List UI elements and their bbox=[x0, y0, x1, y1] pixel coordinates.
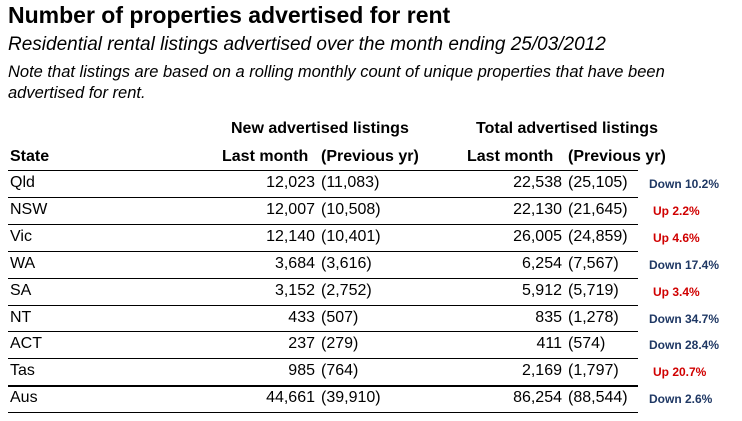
total-last-month-cell: 22,538 bbox=[513, 174, 562, 191]
new-previous-year-cell: (3,616) bbox=[321, 254, 372, 272]
change-badge: Down 2.6% bbox=[649, 392, 713, 407]
change-badge: Down 28.4% bbox=[649, 338, 720, 353]
total-previous-year-cell: (574) bbox=[568, 335, 606, 353]
total-previous-year-cell: (7,567) bbox=[568, 254, 619, 272]
new-previous-year-cell: (507) bbox=[321, 308, 359, 326]
change-badge: Up 20.7% bbox=[653, 365, 707, 380]
total-previous-year-cell: (25,105) bbox=[568, 174, 628, 191]
total-previous-year-cell: (88,544) bbox=[568, 389, 628, 407]
table-row: NSW 12,007 (10,508) 22,130 (21,645) Up 2.2% bbox=[0, 197, 742, 223]
row-divider bbox=[8, 250, 638, 252]
change-badge: Up 2.2% bbox=[653, 203, 700, 218]
total-previous-year-cell: (24,859) bbox=[568, 227, 628, 245]
state-cell: SA bbox=[10, 281, 32, 299]
state-cell: Tas bbox=[10, 362, 35, 380]
row-divider bbox=[8, 170, 638, 171]
total-last-month-cell: 835 bbox=[535, 308, 562, 326]
row-divider bbox=[8, 304, 638, 306]
new-previous-year-cell: (279) bbox=[321, 335, 359, 353]
total-previous-year-cell: (1,797) bbox=[568, 362, 619, 380]
state-cell: ACT bbox=[10, 335, 42, 353]
new-last-month-cell: 237 bbox=[288, 335, 315, 353]
row-divider bbox=[8, 277, 638, 279]
header-state: State bbox=[10, 148, 50, 165]
state-cell: Qld bbox=[10, 174, 35, 191]
new-last-month-cell: 12,140 bbox=[266, 227, 315, 245]
page-title: Number of properties advertised for rent bbox=[8, 2, 451, 28]
total-last-month-cell: 411 bbox=[536, 335, 562, 353]
state-cell: WA bbox=[10, 254, 36, 272]
row-divider bbox=[8, 331, 638, 333]
new-previous-year-cell: (2,752) bbox=[321, 281, 372, 299]
new-last-month-cell: 44,661 bbox=[266, 389, 315, 407]
table-row: Aus 44,661 (39,910) 86,254 (88,544) Down 2.6% bbox=[0, 385, 742, 411]
total-last-month-cell: 5,912 bbox=[521, 281, 562, 299]
row-divider bbox=[8, 385, 638, 388]
header-new-prev: (Previous yr) bbox=[321, 148, 419, 165]
state-cell: Vic bbox=[10, 227, 32, 245]
total-previous-year-cell: (1,278) bbox=[568, 308, 619, 326]
page-subtitle: Residential rental listings advertised o… bbox=[8, 34, 606, 55]
total-last-month-cell: 2,169 bbox=[521, 362, 562, 380]
state-cell: Aus bbox=[10, 389, 38, 407]
new-last-month-cell: 3,152 bbox=[274, 281, 315, 299]
total-previous-year-cell: (21,645) bbox=[568, 200, 628, 218]
table-row: Qld 12,023 (11,083) 22,538 (25,105) Down 10.2… bbox=[0, 170, 742, 196]
change-badge: Up 3.4% bbox=[653, 284, 700, 299]
row-divider bbox=[8, 223, 638, 225]
new-last-month-cell: 985 bbox=[288, 362, 315, 380]
new-previous-year-cell: (39,910) bbox=[321, 389, 381, 407]
new-last-month-cell: 433 bbox=[288, 308, 315, 326]
new-last-month-cell: 12,023 bbox=[266, 174, 315, 191]
new-last-month-cell: 12,007 bbox=[266, 200, 315, 218]
new-previous-year-cell: (764) bbox=[321, 362, 359, 380]
new-last-month-cell: 3,684 bbox=[274, 254, 315, 272]
total-last-month-cell: 22,130 bbox=[513, 200, 562, 218]
state-cell: NT bbox=[10, 308, 32, 326]
change-badge: Down 34.7% bbox=[649, 311, 720, 326]
table-row: Vic 12,140 (10,401) 26,005 (24,859) Up 4.6% bbox=[0, 224, 742, 250]
total-last-month-cell: 26,005 bbox=[513, 227, 562, 245]
new-previous-year-cell: (11,083) bbox=[321, 174, 380, 191]
table-row: ACT 237 (279) 411 (574) Down 28.4% bbox=[0, 331, 742, 357]
new-previous-year-cell: (10,401) bbox=[321, 227, 381, 245]
header-new-group: New advertised listings bbox=[231, 120, 409, 137]
table-row: SA 3,152 (2,752) 5,912 (5,719) Up 3.4% bbox=[0, 278, 742, 304]
table-row: Tas 985 (764) 2,169 (1,797) Up 20.7% bbox=[0, 358, 742, 384]
header-new-last: Last month bbox=[222, 148, 309, 165]
table-row: WA 3,684 (3,616) 6,254 (7,567) Down 17.4% bbox=[0, 251, 742, 277]
change-badge: Up 4.6% bbox=[653, 230, 700, 245]
change-badge: Down 17.4% bbox=[649, 257, 720, 272]
new-previous-year-cell: (10,508) bbox=[321, 200, 381, 218]
table-row: NT 433 (507) 835 (1,278) Down 34.7% bbox=[0, 305, 742, 331]
row-divider bbox=[8, 412, 638, 414]
total-last-month-cell: 6,254 bbox=[521, 254, 562, 272]
total-previous-year-cell: (5,719) bbox=[568, 281, 619, 299]
state-cell: NSW bbox=[10, 200, 48, 218]
row-divider bbox=[8, 196, 638, 198]
header-total-group: Total advertised listings bbox=[476, 120, 658, 137]
note-text: Note that listings are based on a rollin… bbox=[8, 63, 665, 102]
header-total-last: Last month bbox=[467, 148, 554, 165]
total-last-month-cell: 86,254 bbox=[513, 389, 562, 407]
header-total-prev: (Previous yr) bbox=[568, 148, 666, 165]
row-divider bbox=[8, 358, 638, 360]
change-badge: Down 10.2% bbox=[649, 177, 720, 191]
